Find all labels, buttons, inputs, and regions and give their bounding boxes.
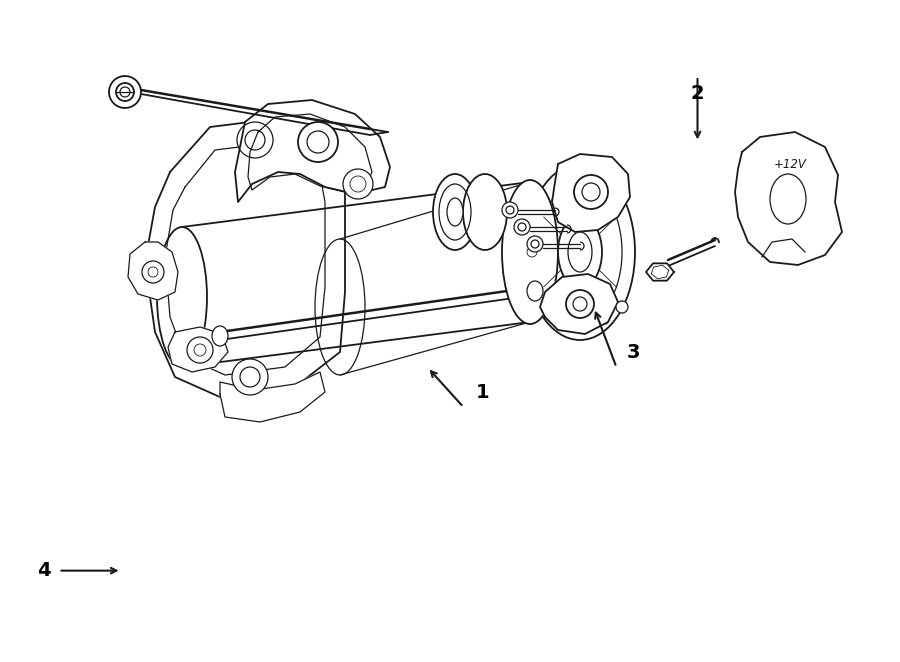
Ellipse shape (212, 326, 228, 346)
Polygon shape (735, 132, 842, 265)
Circle shape (298, 122, 338, 162)
Circle shape (514, 219, 530, 235)
Ellipse shape (502, 180, 558, 324)
Text: 1: 1 (475, 383, 489, 402)
Ellipse shape (527, 281, 543, 301)
Circle shape (343, 169, 373, 199)
Text: 2: 2 (690, 84, 705, 103)
Polygon shape (128, 242, 178, 300)
Polygon shape (145, 117, 345, 397)
Ellipse shape (525, 164, 635, 340)
Ellipse shape (433, 174, 477, 250)
Circle shape (142, 261, 164, 283)
Ellipse shape (157, 227, 207, 367)
Ellipse shape (463, 174, 507, 250)
Circle shape (232, 359, 268, 395)
Circle shape (109, 76, 141, 108)
Polygon shape (220, 372, 325, 422)
Polygon shape (235, 100, 390, 202)
Circle shape (502, 202, 518, 218)
Circle shape (599, 314, 609, 324)
Circle shape (574, 175, 608, 209)
Circle shape (527, 236, 543, 252)
Polygon shape (646, 263, 674, 281)
Text: 3: 3 (626, 344, 640, 362)
Circle shape (599, 179, 609, 189)
Circle shape (237, 122, 273, 158)
Text: 4: 4 (37, 561, 50, 580)
Circle shape (116, 83, 134, 101)
Circle shape (527, 247, 537, 257)
Ellipse shape (558, 216, 602, 288)
Polygon shape (168, 327, 228, 372)
Circle shape (616, 301, 628, 313)
Circle shape (566, 290, 594, 318)
Circle shape (187, 337, 213, 363)
Polygon shape (540, 274, 618, 334)
Ellipse shape (447, 198, 463, 226)
Text: +12V: +12V (774, 158, 806, 171)
Polygon shape (552, 154, 630, 232)
